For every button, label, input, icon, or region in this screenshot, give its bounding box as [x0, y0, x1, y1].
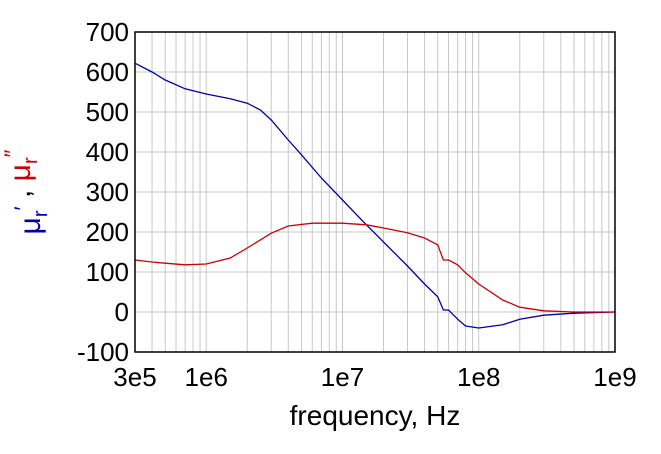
y-tick-label: 600 — [86, 57, 129, 87]
y-axis-label-part: μ — [14, 217, 47, 234]
x-tick-label: 1e8 — [457, 362, 500, 392]
grid — [135, 32, 615, 352]
y-tick-label: 400 — [86, 137, 129, 167]
y-tick-label: -100 — [77, 337, 129, 367]
series-layer — [134, 62, 616, 329]
y-tick-label: 700 — [86, 17, 129, 47]
x-tick-label: 1e6 — [185, 362, 228, 392]
y-axis-label: μr′ , μr″ — [0, 149, 52, 234]
y-axis-label-part: μ — [4, 164, 37, 181]
x-tick-label: 3e5 — [113, 362, 156, 392]
x-tick-label: 1e7 — [321, 362, 364, 392]
y-axis-label-part: r — [20, 157, 42, 164]
y-tick-label: 500 — [86, 97, 129, 127]
x-tick-label: 1e9 — [593, 362, 636, 392]
plot-frame — [134, 31, 616, 353]
y-axis-label-part: , — [4, 181, 37, 206]
series-line-1 — [134, 62, 616, 329]
y-axis-label-part: r — [30, 210, 52, 217]
y-axis-label-part: ′ — [10, 206, 35, 210]
y-tick-label: 0 — [115, 297, 129, 327]
y-tick-label: 100 — [86, 257, 129, 287]
x-axis-label: frequency, Hz — [290, 400, 461, 431]
tick-labels: -100 0 100 200 300 400 500 600 700 3e5 1e6 1e7 1e8 1e… — [77, 17, 637, 392]
y-tick-label: 300 — [86, 177, 129, 207]
y-axis-label-part: ″ — [0, 149, 25, 157]
series-line-2 — [134, 222, 615, 313]
y-tick-label: 200 — [86, 217, 129, 247]
